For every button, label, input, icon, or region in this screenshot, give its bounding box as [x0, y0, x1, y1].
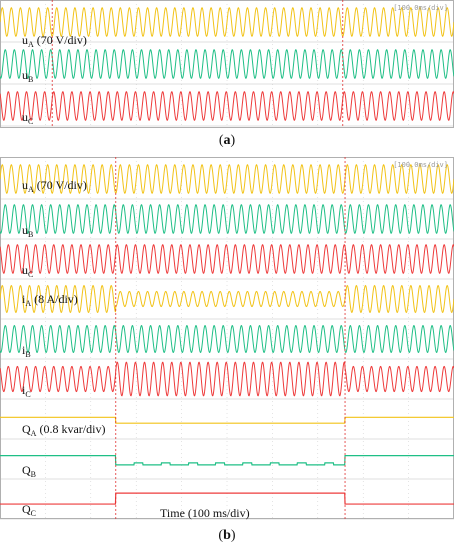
trace-label: QC	[22, 503, 36, 520]
oscilloscope-panel-a: [100.0ms/div] uA (70 V/div) uB uC	[0, 0, 454, 128]
trace-label: uC	[22, 264, 33, 281]
caption-a: (a)	[218, 133, 236, 148]
trace-label: iC	[22, 384, 31, 401]
trace-voltage-c	[0, 244, 454, 274]
trace-label-subscript: B	[28, 75, 34, 84]
trace-label-symbol: u	[22, 263, 28, 277]
trace-label-symbol: i	[22, 383, 26, 397]
trace-voltage-b	[0, 204, 454, 234]
time-scale-label-a: [100.0ms/div]	[393, 4, 448, 12]
trace-label-scale: (0.8 kvar/div)	[36, 422, 106, 436]
trace-label-scale: (8 A/div)	[31, 292, 78, 306]
trace-label-subscript: C	[30, 509, 37, 518]
trace-label-symbol: Q	[22, 422, 31, 436]
trace-label-subscript: C	[28, 117, 34, 126]
trace-label-subscript: A	[28, 40, 34, 49]
trace-voltage-a	[0, 163, 454, 195]
waveform-plot-b	[0, 157, 454, 520]
oscilloscope-panel-b: [100.0ms/div] uA (70 V/div) uB uC iA (8 A/d…	[0, 157, 454, 523]
trace-voltage-c	[0, 91, 454, 121]
trace-label-symbol: u	[22, 68, 28, 82]
trace-label: uA (70 V/div)	[22, 179, 87, 196]
trace-label-symbol: u	[22, 33, 28, 47]
trace-label: uB	[22, 224, 33, 241]
caption-b: (b)	[218, 528, 236, 543]
trace-reactive_power-a	[0, 416, 454, 424]
trace-label-symbol: u	[22, 223, 28, 237]
trace-label-subscript: B	[28, 230, 34, 239]
trace-label-subscript: A	[30, 429, 37, 438]
trace-label-subscript: B	[30, 470, 37, 479]
time-axis-label: Time (100 ms/div)	[160, 506, 250, 520]
trace-label-symbol: u	[22, 178, 28, 192]
trace-label: QB	[22, 464, 36, 481]
grid	[0, 157, 454, 520]
trace-label-subscript: A	[25, 299, 32, 308]
trace-label-scale: (70 V/div)	[33, 33, 87, 47]
trace-label-subscript: B	[25, 350, 31, 359]
trace-label-symbol: u	[22, 110, 28, 124]
trace-label-subscript: A	[28, 185, 34, 194]
trace-current-c	[0, 361, 454, 397]
trace-label: uA (70 V/div)	[22, 34, 87, 51]
trace-label: iA (8 A/div)	[22, 293, 78, 310]
trace-current-a	[0, 284, 454, 314]
trace-voltage-b	[0, 49, 454, 79]
trace-reactive_power-b	[0, 455, 454, 466]
trace-label-symbol: Q	[22, 463, 31, 477]
trace-label-subscript: C	[25, 390, 31, 399]
trace-label-symbol: i	[22, 343, 26, 357]
trace-reactive_power-c	[0, 492, 454, 505]
trace-label-symbol: Q	[22, 502, 31, 516]
trace-label-subscript: C	[28, 270, 34, 279]
trace-voltage-a	[0, 6, 454, 38]
time-scale-label-b: [100.0ms/div]	[393, 161, 448, 169]
trace-label-scale: (70 V/div)	[33, 178, 87, 192]
trace-label-symbol: i	[22, 292, 26, 306]
trace-label: iB	[22, 344, 31, 361]
trace-label: QA (0.8 kvar/div)	[22, 423, 105, 440]
waveform-plot-a	[0, 0, 454, 128]
trace-label: uC	[22, 111, 33, 128]
trace-current-b	[0, 324, 454, 354]
trace-label: uB	[22, 69, 33, 86]
